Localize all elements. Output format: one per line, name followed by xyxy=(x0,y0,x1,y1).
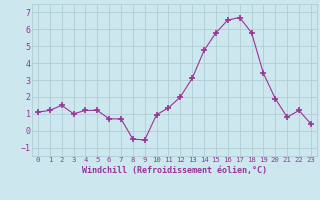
X-axis label: Windchill (Refroidissement éolien,°C): Windchill (Refroidissement éolien,°C) xyxy=(82,166,267,175)
